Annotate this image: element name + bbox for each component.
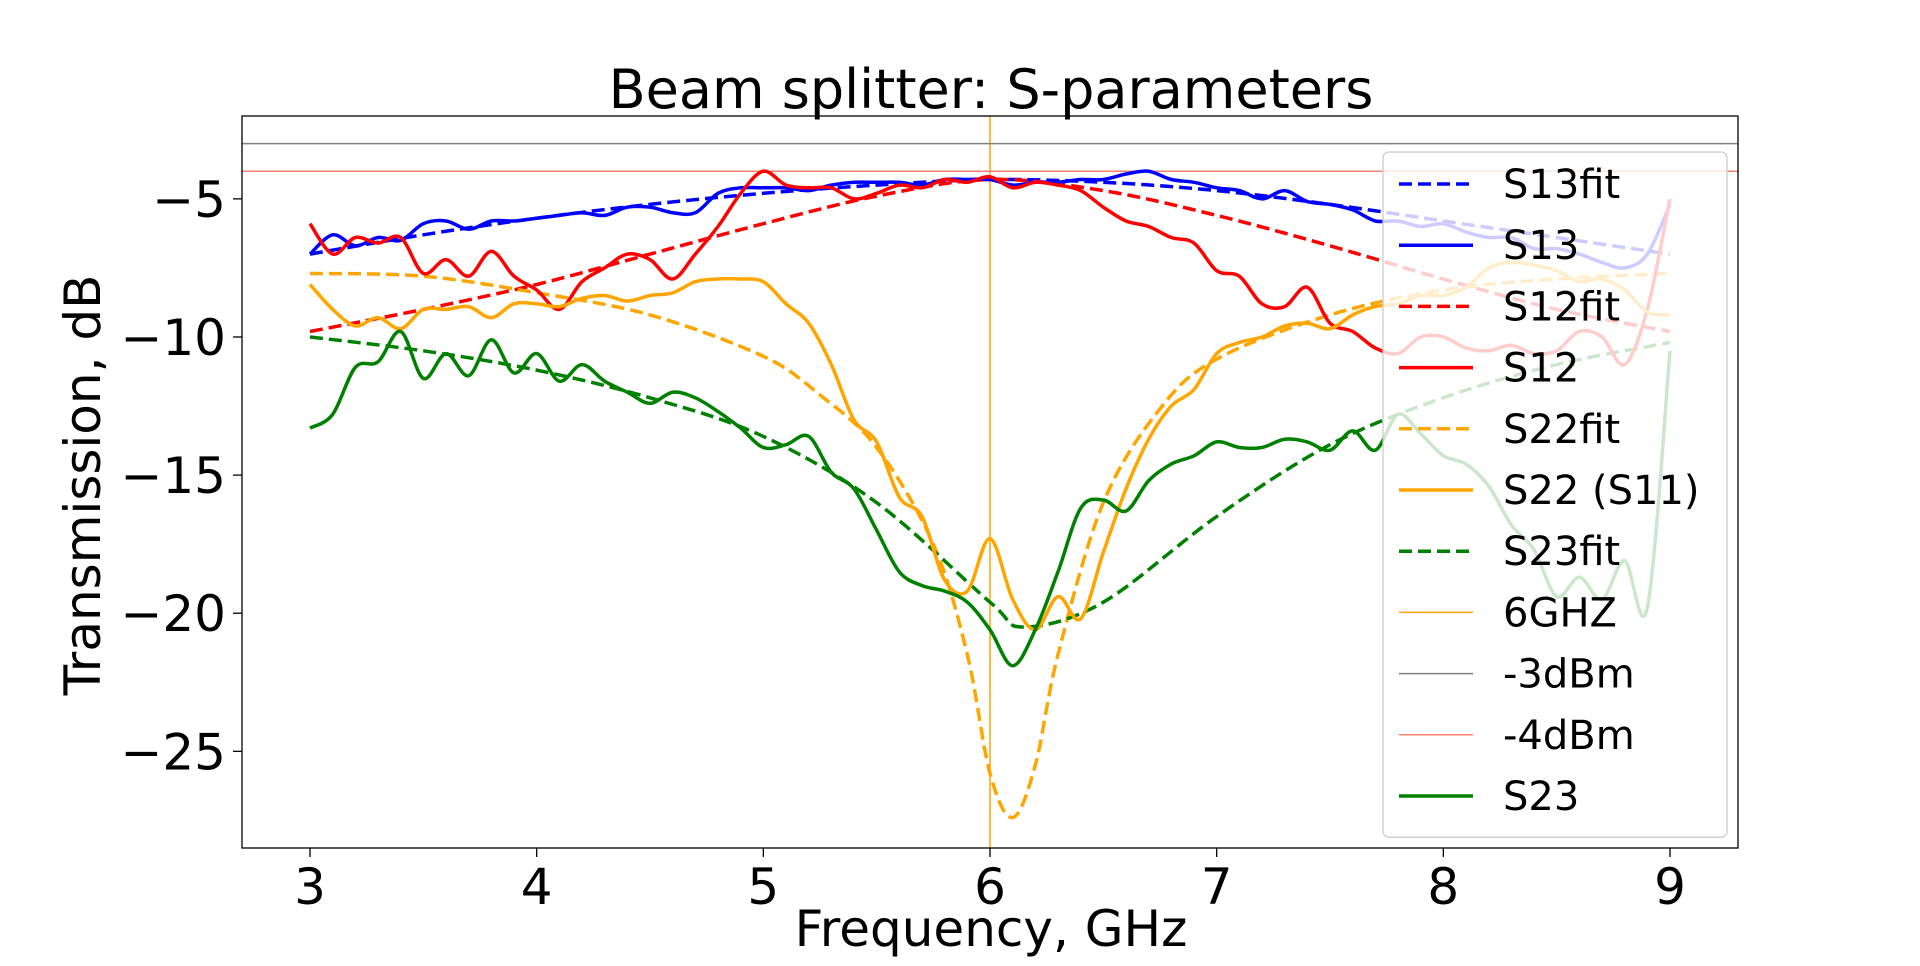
legend-box xyxy=(1382,151,1728,838)
x-tick-label: 6 xyxy=(974,858,1006,916)
legend-label-6ghz: 6GHZ xyxy=(1503,590,1617,636)
y-tick-label: −15 xyxy=(120,447,226,505)
y-tick-label: −20 xyxy=(120,585,226,643)
series-line-s22fit xyxy=(309,271,1671,820)
chart-title: Beam splitter: S-parameters xyxy=(609,58,1374,121)
x-tick-label: 9 xyxy=(1654,858,1686,916)
y-axis-label: Transmission, dB xyxy=(54,275,112,697)
x-tick-label: 4 xyxy=(521,858,553,916)
y-tick-label: −5 xyxy=(152,171,226,229)
legend-label-s23: S23 xyxy=(1503,774,1579,820)
legend-label-s22-s11: S22 (S11) xyxy=(1503,468,1700,514)
legend-label-s23fit: S23fit xyxy=(1503,529,1620,575)
legend: S13fit S13 S12fit S12 S22fit S22 (S11) S23fit 6… xyxy=(1382,151,1728,838)
legend-label-s13: S13 xyxy=(1503,223,1579,269)
y-tick-label: −10 xyxy=(120,309,226,367)
x-tick-label: 8 xyxy=(1427,858,1459,916)
x-axis-label: Frequency, GHz xyxy=(795,900,1188,958)
legend-label-3dbm: -3dBm xyxy=(1503,652,1635,698)
x-tick-label: 5 xyxy=(747,858,779,916)
x-tick-label: 3 xyxy=(294,858,326,916)
y-tick-label: −25 xyxy=(120,723,226,781)
legend-label-4dbm: -4dBm xyxy=(1503,713,1635,759)
legend-label-s12: S12 xyxy=(1503,346,1579,392)
legend-label-s12fit: S12fit xyxy=(1503,284,1620,330)
legend-label-s13fit: S13fit xyxy=(1503,162,1620,208)
x-tick-label: 7 xyxy=(1201,858,1233,916)
legend-label-s22fit: S22fit xyxy=(1503,407,1620,453)
